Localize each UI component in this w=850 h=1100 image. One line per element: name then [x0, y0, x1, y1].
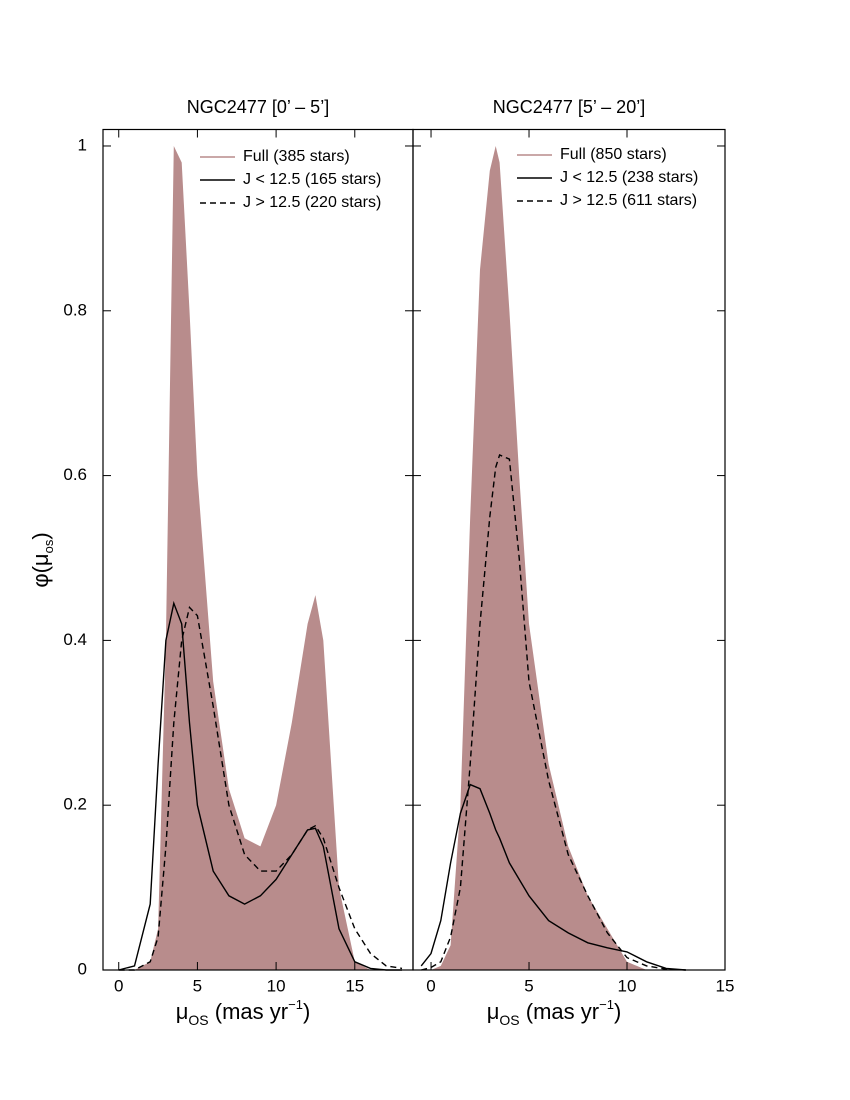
legend-label: J < 12.5 (165 stars): [243, 171, 381, 188]
y-tick-label: 0.2: [63, 795, 87, 814]
chart-title: NGC2477 [0’ – 5’]: [187, 97, 329, 117]
line: [421, 454, 686, 971]
label-part: −1: [599, 997, 614, 1012]
y-tick-label: 0: [78, 959, 87, 978]
axis-label: φ(μos): [28, 532, 56, 587]
plot-frame: [102, 128, 414, 971]
plot-frame: [412, 128, 726, 971]
x-tick-label: 5: [524, 976, 533, 995]
legend-label: Full (850 stars): [560, 146, 667, 163]
y-tick-label: 0.8: [63, 300, 87, 319]
label-part: os: [41, 539, 56, 553]
legend-label: Full (385 stars): [243, 148, 350, 165]
y-tick-label: 0.6: [63, 465, 87, 484]
x-tick-label: 10: [267, 976, 286, 995]
y-tick-label: 0.4: [63, 630, 87, 649]
label-part: ): [28, 532, 53, 539]
label-part: −1: [288, 997, 303, 1012]
x-tick-label: 5: [193, 976, 202, 995]
area: [421, 146, 686, 970]
chart-title: NGC2477 [5’ – 20’]: [493, 97, 645, 117]
axis-label: μOS (mas yr−1): [176, 997, 311, 1028]
x-tick-label: 10: [618, 976, 637, 995]
label-part: φ(μ: [28, 553, 53, 587]
line: [420, 783, 686, 971]
legend-label: J > 12.5 (220 stars): [243, 194, 381, 211]
label-part: μ: [487, 999, 500, 1024]
label-part: OS: [499, 1012, 519, 1028]
area: [118, 146, 402, 970]
x-tick-label: 0: [426, 976, 435, 995]
label-part: μ: [176, 999, 189, 1024]
legend-label: J > 12.5 (611 stars): [560, 192, 697, 209]
label-part: OS: [188, 1012, 208, 1028]
line: [118, 600, 402, 971]
label-part: ): [303, 999, 310, 1024]
x-tick-label: 15: [716, 976, 735, 995]
label-part: (mas yr: [520, 999, 599, 1024]
x-tick-label: 0: [114, 976, 123, 995]
label-part: (mas yr: [209, 999, 288, 1024]
y-tick-label: 1: [78, 135, 87, 154]
label-part: ): [614, 999, 621, 1024]
line: [118, 605, 403, 971]
legend-label: J < 12.5 (238 stars): [560, 169, 698, 186]
x-tick-label: 15: [345, 976, 364, 995]
axis-label: μOS (mas yr−1): [487, 997, 622, 1028]
